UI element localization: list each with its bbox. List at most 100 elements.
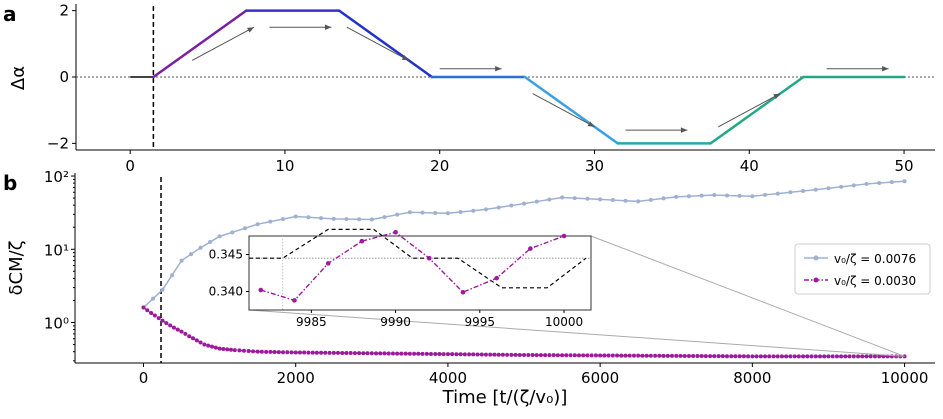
series-fast-point: [281, 217, 286, 222]
series-fast-point: [496, 205, 501, 210]
series-fast-point: [255, 222, 260, 227]
series-slow-point: [661, 353, 666, 358]
series-slow-point: [644, 353, 649, 358]
inset-series-slow-point: [561, 233, 567, 239]
series-slow-point: [412, 351, 417, 356]
series-fast-point: [407, 210, 412, 215]
series-fast-point: [636, 199, 641, 204]
series-slow-point: [369, 351, 374, 356]
series-slow-point: [141, 305, 146, 310]
inset-series-slow-point: [460, 289, 466, 295]
series-slow-point: [171, 325, 176, 330]
series-fast-point: [369, 217, 374, 222]
series-slow-point: [492, 352, 497, 357]
series-slow-point: [213, 345, 218, 350]
series-slow-point: [475, 352, 480, 357]
series-slow-point: [179, 329, 184, 334]
series-slow-point: [695, 354, 700, 359]
panel-b-xtick-label: 4000: [429, 369, 467, 387]
series-slow-point: [775, 354, 780, 359]
series-slow-point: [763, 354, 768, 359]
series-fast-point: [775, 191, 780, 196]
panel-a-xtick-label: 20: [430, 157, 449, 175]
series-slow-point: [805, 354, 810, 359]
series-slow-point: [160, 318, 165, 323]
series-slow-point: [479, 352, 484, 357]
series-slow-point: [830, 354, 835, 359]
series-slow-point: [483, 352, 488, 357]
inset-series-slow-point: [426, 255, 432, 261]
series-slow-point: [221, 346, 226, 351]
panel-a-arrow-head: [401, 54, 409, 61]
series-slow-point: [327, 350, 332, 355]
panel-b-xlabel: Time [t/(ζ/v₀)]: [442, 387, 568, 408]
series-slow-point: [564, 353, 569, 358]
inset: 9985 9990 9995 10000 0.340 0.345: [209, 228, 905, 357]
inset-series-slow-line: [260, 231, 565, 302]
series-slow-point: [534, 353, 539, 358]
series-slow-point: [217, 346, 222, 351]
panel-a-xtick-label: 50: [894, 157, 913, 175]
inset-series-slow-point: [393, 230, 398, 235]
series-slow-point: [801, 354, 806, 359]
series-fast-point: [522, 201, 527, 206]
panel-a-xtick-label: 10: [275, 157, 294, 175]
series-slow-point: [581, 353, 586, 358]
series-slow-point: [488, 352, 493, 357]
series-slow-point: [374, 351, 379, 356]
series-fast-point: [319, 216, 324, 221]
series-slow-point: [585, 353, 590, 358]
series-slow-point: [306, 350, 311, 355]
series-fast-point: [357, 217, 362, 222]
panel-b-xtick-label: 6000: [581, 369, 619, 387]
series-fast-point: [395, 212, 400, 217]
series-slow-point: [365, 351, 370, 356]
panel-a-arrow-head: [882, 65, 889, 72]
series-slow-point: [390, 351, 395, 356]
series-slow-point: [289, 350, 294, 355]
series-slow-point: [454, 352, 459, 357]
series-fast-point: [610, 198, 615, 203]
series-slow-point: [319, 350, 324, 355]
series-slow-point: [225, 347, 230, 352]
series-slow-point: [602, 353, 607, 358]
series-slow-point: [156, 316, 161, 321]
series-fast-point: [331, 216, 336, 221]
panel-a-arrow-head: [773, 93, 781, 100]
panel-b: 0 2000 4000 6000 8000 10000 10⁰ 10¹ 10²: [44, 168, 935, 387]
series-slow-point: [386, 351, 391, 356]
series-slow-point: [352, 351, 357, 356]
series-slow-point: [606, 353, 611, 358]
series-slow-point: [450, 352, 455, 357]
inset-xtick-label: 10000: [545, 315, 583, 329]
series-slow-point: [847, 354, 852, 359]
series-slow-point: [598, 353, 603, 358]
series-slow-point: [268, 349, 273, 354]
series-fast-point: [750, 194, 755, 199]
series-slow-point: [796, 354, 801, 359]
series-slow-point: [348, 351, 353, 356]
panel-a-ytick-label: −2: [47, 134, 69, 152]
series-slow-point: [175, 327, 180, 332]
series-fast-point: [648, 197, 653, 202]
series-slow-point: [691, 354, 696, 359]
series-slow-point: [168, 323, 173, 328]
series-fast-point: [458, 209, 463, 214]
series-slow-point: [670, 353, 675, 358]
series-slow-point: [237, 348, 242, 353]
series-slow-point: [302, 350, 307, 355]
series-slow-point: [259, 349, 264, 354]
inset-ytick-label: 0.345: [209, 248, 243, 262]
series-fast-point: [471, 208, 476, 213]
series-fast-point: [433, 210, 438, 215]
series-slow-point: [433, 351, 438, 356]
series-slow-point: [420, 351, 425, 356]
series-slow-point: [522, 353, 527, 358]
panel-a-arrow-shaft: [532, 93, 595, 128]
panel-b-xtick-label: 0: [139, 369, 149, 387]
legend-box: [794, 243, 931, 295]
series-slow-point: [145, 308, 150, 313]
series-fast-point: [686, 194, 691, 199]
series-slow-point: [437, 352, 442, 357]
